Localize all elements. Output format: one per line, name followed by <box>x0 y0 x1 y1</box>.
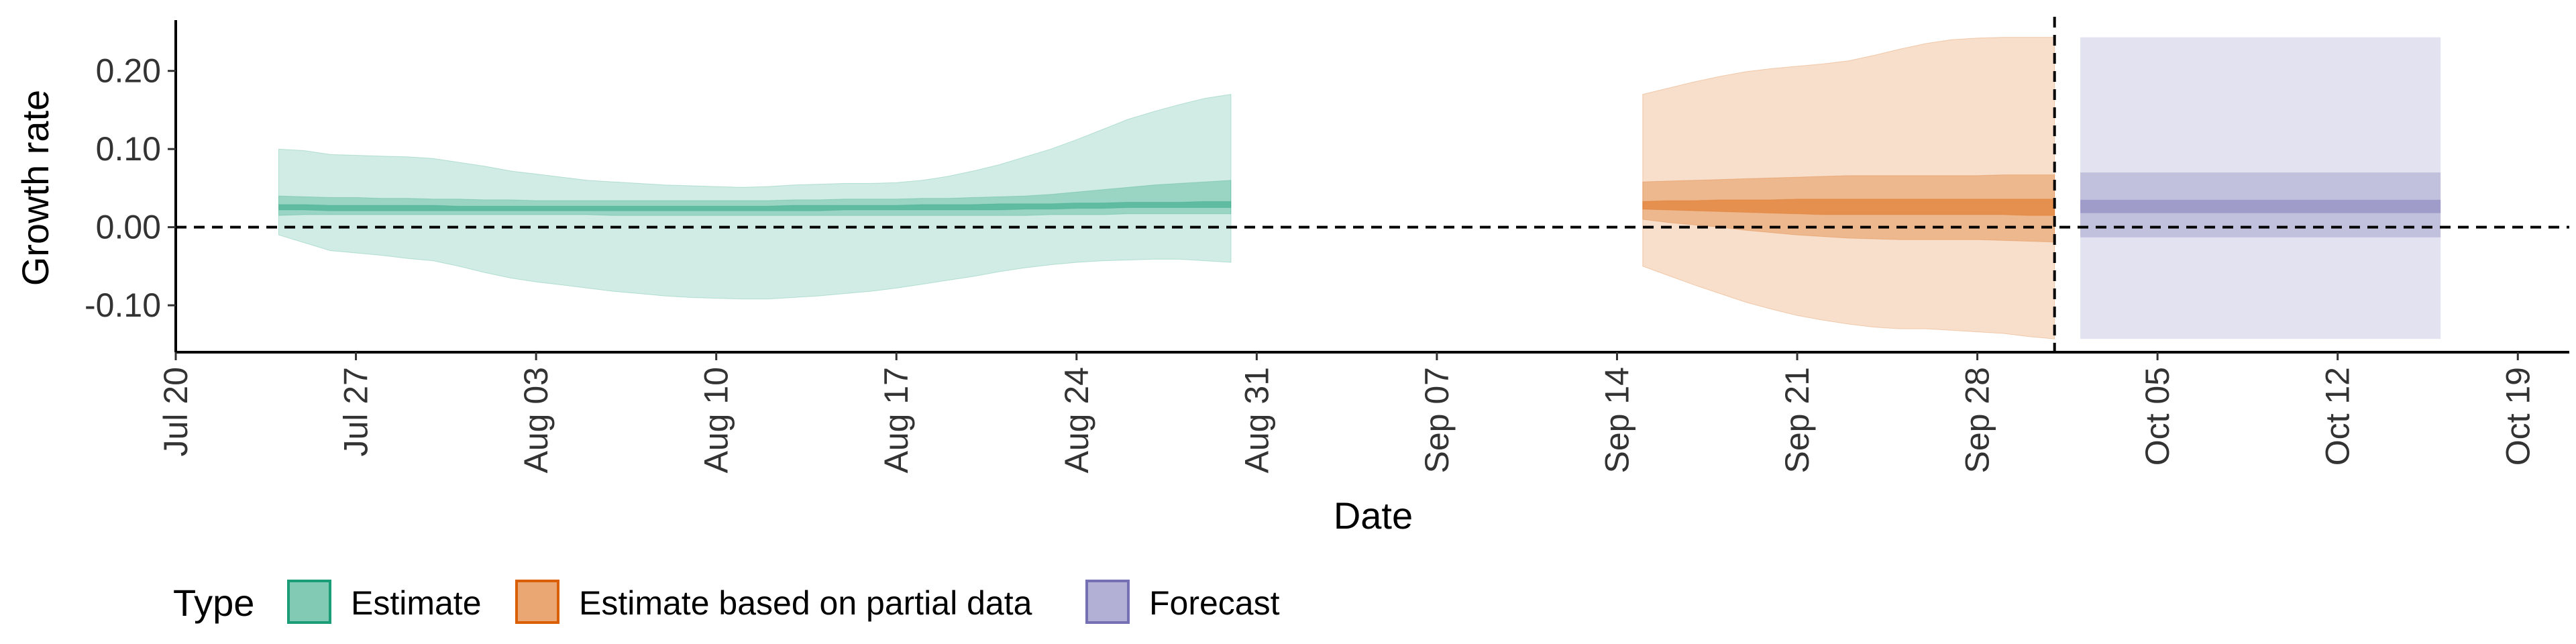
x-tick-label: Oct 12 <box>2319 367 2357 466</box>
x-tick-label: Aug 31 <box>1238 367 1275 473</box>
y-tick-label: 0.20 <box>96 52 161 90</box>
x-tick-label: Sep 14 <box>1599 367 1636 473</box>
x-tick-label: Jul 27 <box>337 367 375 456</box>
y-axis-title: Growth rate <box>14 90 56 286</box>
estimate-band-1 <box>278 94 1232 300</box>
x-tick-label: Sep 21 <box>1778 367 1816 473</box>
plot-bands <box>278 37 2441 339</box>
x-tick-label: Oct 19 <box>2499 367 2536 466</box>
y-tick-label: 0.10 <box>96 130 161 168</box>
legend-swatch-estimate <box>287 580 331 624</box>
legend-swatch-estimate-based-on-partial-data <box>515 580 559 624</box>
x-tick-label: Oct 05 <box>2139 367 2176 466</box>
legend-label-forecast: Forecast <box>1149 584 1280 622</box>
estimate-band-3 <box>278 201 1232 211</box>
x-tick-label: Aug 10 <box>698 367 735 473</box>
x-axis-title: Date <box>1334 494 1413 537</box>
x-tick-label: Jul 20 <box>157 367 195 456</box>
y-tick-label: -0.10 <box>85 286 161 324</box>
forecast-band-3 <box>2080 199 2441 213</box>
estimate-based-on-partial-data-band-1 <box>1642 37 2055 339</box>
legend-label-estimate-based-on-partial-data: Estimate based on partial data <box>579 584 1032 622</box>
x-tick-label: Aug 17 <box>877 367 915 473</box>
legend: Type Estimate Estimate based on partial d… <box>173 580 1280 624</box>
x-tick-label: Aug 03 <box>517 367 555 473</box>
forecast-band-1 <box>2080 37 2441 339</box>
y-tick-label: 0.00 <box>96 209 161 246</box>
legend-title: Type <box>173 582 254 624</box>
reference-lines <box>176 17 2569 352</box>
legend-label-estimate: Estimate <box>351 584 482 622</box>
x-tick-label: Sep 28 <box>1959 367 1996 473</box>
estimate-based-on-partial-data-band-3 <box>1642 199 2055 216</box>
estimate-band-2 <box>278 180 1232 216</box>
x-tick-label: Aug 24 <box>1058 367 1095 473</box>
axes: 0.20 0.10 0.00 -0.10 Jul 20 Jul 27 Aug 03 Aug 1… <box>85 20 2569 473</box>
x-tick-label: Sep 07 <box>1418 367 1456 473</box>
legend-swatch-forecast <box>1085 580 1130 624</box>
